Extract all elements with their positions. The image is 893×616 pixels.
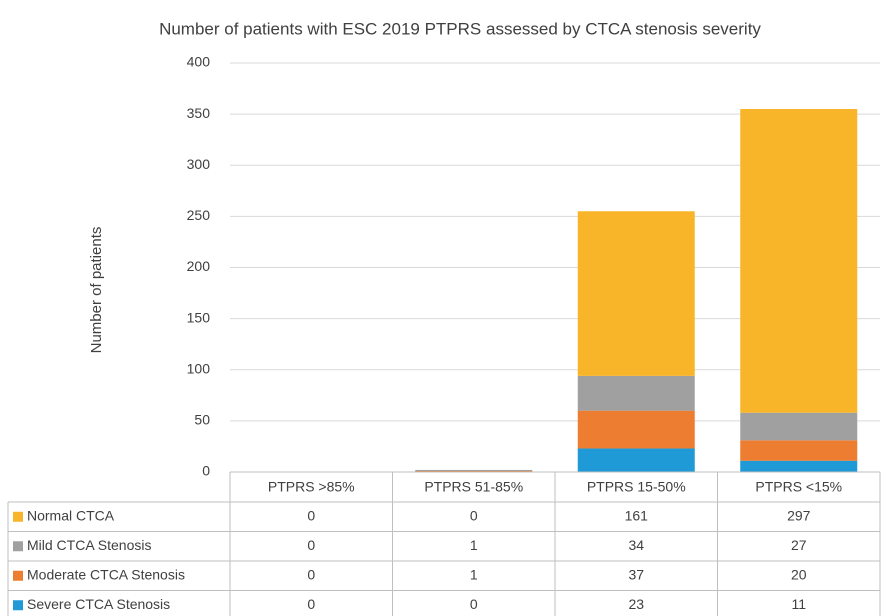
legend-swatch bbox=[13, 570, 23, 581]
bar-segment bbox=[740, 440, 858, 461]
table-value: 0 bbox=[470, 596, 478, 612]
x-tick-label: PTPRS <15% bbox=[755, 479, 842, 495]
legend-label: Mild CTCA Stenosis bbox=[27, 537, 151, 553]
legend-swatch bbox=[13, 541, 23, 552]
chart-title: Number of patients with ESC 2019 PTPRS a… bbox=[159, 19, 761, 38]
table-value: 297 bbox=[787, 507, 811, 523]
bar-segment bbox=[577, 375, 695, 411]
table-value: 20 bbox=[791, 566, 807, 582]
legend-label: Normal CTCA bbox=[27, 507, 115, 523]
table-value: 34 bbox=[628, 537, 644, 553]
bar-segment bbox=[740, 109, 858, 413]
x-tick-label: PTPRS >85% bbox=[268, 479, 355, 495]
y-tick-label: 150 bbox=[187, 309, 211, 325]
y-tick-label: 350 bbox=[187, 105, 211, 121]
bar-segment bbox=[577, 410, 695, 449]
table-value: 11 bbox=[791, 596, 806, 612]
table-value: 0 bbox=[307, 596, 315, 612]
x-tick-label: PTPRS 51-85% bbox=[424, 479, 523, 495]
bar-segment bbox=[740, 412, 858, 441]
y-tick-label: 100 bbox=[187, 360, 211, 376]
y-axis-label: Number of patients bbox=[88, 227, 105, 354]
table-value: 0 bbox=[307, 507, 315, 523]
y-tick-label: 200 bbox=[187, 258, 211, 274]
table-value: 1 bbox=[470, 566, 478, 582]
bar-segment bbox=[740, 460, 858, 472]
bar-segment bbox=[415, 470, 533, 472]
bar-segment bbox=[415, 469, 533, 471]
table-value: 27 bbox=[791, 537, 807, 553]
y-tick-label: 250 bbox=[187, 207, 211, 223]
bar-segment bbox=[577, 448, 695, 472]
table-value: 37 bbox=[628, 566, 644, 582]
legend-swatch bbox=[13, 511, 23, 522]
table-value: 161 bbox=[625, 507, 649, 523]
table-value: 23 bbox=[628, 596, 644, 612]
legend-label: Moderate CTCA Stenosis bbox=[27, 566, 185, 582]
y-tick-label: 300 bbox=[187, 156, 211, 172]
y-tick-label: 0 bbox=[202, 463, 210, 479]
x-tick-label: PTPRS 15-50% bbox=[587, 479, 686, 495]
y-tick-label: 400 bbox=[187, 54, 211, 70]
table-value: 0 bbox=[307, 566, 315, 582]
legend-label: Severe CTCA Stenosis bbox=[27, 596, 170, 612]
table-value: 0 bbox=[470, 507, 478, 523]
table-value: 0 bbox=[307, 537, 315, 553]
table-value: 1 bbox=[470, 537, 478, 553]
legend-swatch bbox=[13, 600, 23, 611]
y-tick-label: 50 bbox=[194, 412, 210, 428]
bar-segment bbox=[577, 211, 695, 376]
